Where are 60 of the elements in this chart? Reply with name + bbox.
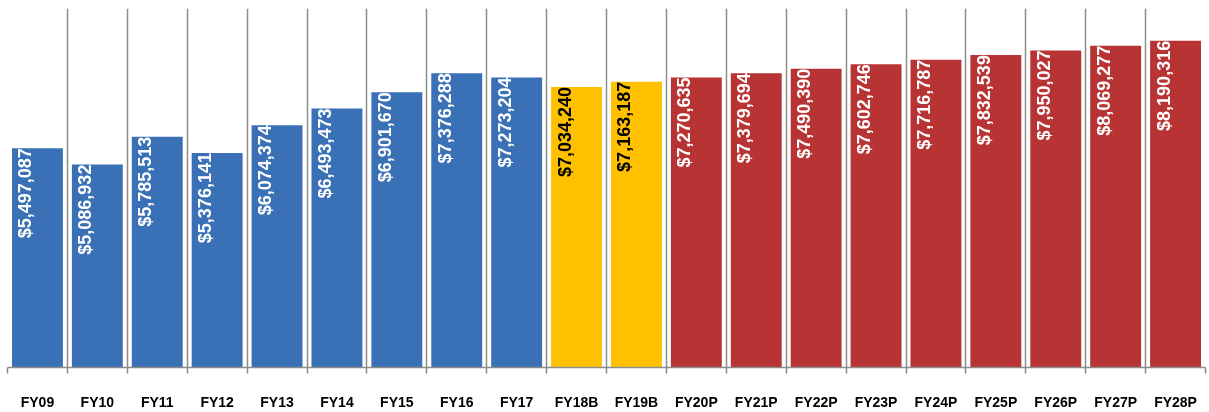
bar [191,153,243,368]
x-tick-label: FY13 [260,393,294,410]
bar [670,77,722,368]
bar [850,64,902,368]
data-label: $7,376,288 [434,73,455,164]
data-label: $5,086,932 [75,164,96,255]
bar [551,86,603,368]
data-label: $7,273,204 [494,77,515,168]
x-tick-label: FY16 [440,393,474,410]
x-tick-label: FY20P [674,393,718,410]
x-tick-label: FY25P [974,393,1018,410]
bar [790,68,842,368]
data-label: $6,901,670 [374,92,395,183]
data-label: $5,497,087 [15,148,36,239]
bar [431,73,483,368]
data-label: $7,490,390 [794,68,815,159]
bar [11,148,63,368]
data-label: $7,379,694 [734,73,755,164]
data-label: $7,034,240 [554,86,575,178]
data-label: $7,950,027 [1033,50,1054,141]
x-tick-label: FY09 [20,393,55,410]
bar [131,136,183,368]
x-tick-label: FY11 [140,393,174,410]
data-label: $8,190,316 [1153,40,1174,131]
data-label: $7,832,539 [973,55,994,146]
data-label: $7,163,187 [614,81,635,172]
x-tick-label: FY24P [914,393,958,410]
bar [491,77,543,368]
x-tick-label: FY10 [80,393,115,410]
bar [970,55,1022,368]
bar [910,59,962,368]
data-label: $7,602,746 [854,64,875,155]
data-label: $7,716,787 [913,59,934,150]
x-tick-label: FY15 [380,393,414,410]
data-label: $8,069,277 [1093,45,1114,136]
x-tick-label: FY22P [794,393,838,410]
data-label: $6,493,473 [314,108,335,199]
bar [730,73,782,368]
bar [1030,50,1082,368]
bar [610,81,662,368]
x-tick-label: FY19B [614,393,659,410]
bar [71,164,123,368]
x-tick-label: FY17 [499,393,534,410]
x-tick-label: FY26P [1034,393,1078,410]
bar [371,92,423,368]
x-tick-label: FY21P [734,393,778,410]
bar [1090,45,1142,368]
bar [1150,40,1202,368]
data-label: $6,074,374 [255,125,276,216]
x-tick-label: FY12 [200,393,235,410]
x-tick-label: FY18B [554,393,599,410]
x-tick-label: FY28P [1154,393,1197,410]
data-label: $5,785,513 [135,136,156,227]
data-label: $7,270,635 [674,77,695,168]
x-tick-label: FY23P [854,393,898,410]
x-tick-label: FY27P [1094,393,1138,410]
bar [251,125,303,368]
bar [311,108,363,368]
x-tick-label: FY14 [320,393,354,410]
data-label: $5,376,141 [195,153,216,244]
